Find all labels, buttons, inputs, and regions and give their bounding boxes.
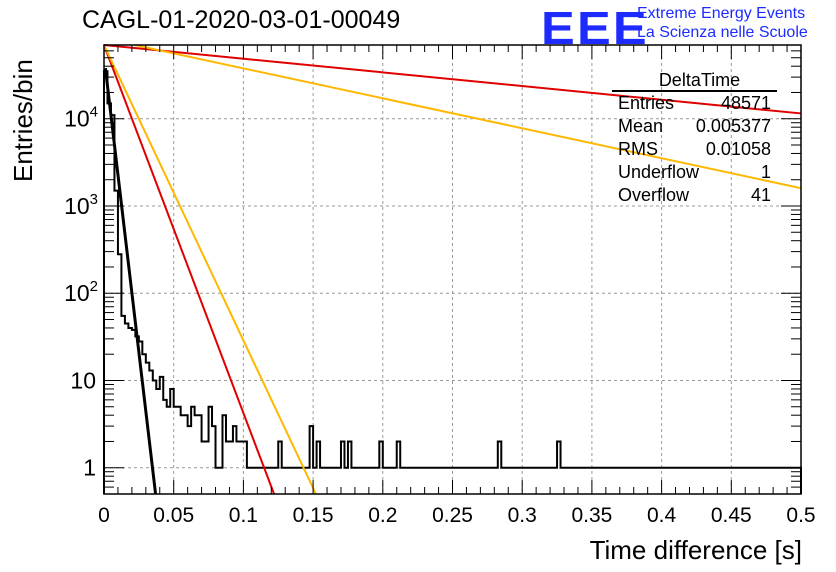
histogram-outline [103,70,802,494]
stats-label: Underflow [618,162,700,182]
stats-value: 0.01058 [705,139,771,159]
y-tick-label: 103 [64,191,98,219]
tick-labels-layer: 0 0.05 0.1 0.15 0.2 0.25 0.3 0.35 0.4 0.45 0.5 1 10 1… [64,104,816,527]
stats-row-rms: RMS 0.01058 [612,138,777,161]
logo-line-1: Extreme Energy Events [637,5,806,22]
stats-row-underflow: Underflow 1 [612,161,777,184]
stats-box-name: DeltaTime [612,70,777,92]
stats-label: Overflow [618,185,690,205]
y-tick-label: 1 [83,455,96,481]
plot-frame [103,44,802,495]
chart-title: CAGL-01-2020-03-01-00049 [82,6,401,34]
stats-value: 48571 [720,93,771,113]
fit-line [134,44,802,190]
stats-label: Mean [618,116,664,136]
y-tick-label: 104 [64,104,98,132]
stats-value: 1 [760,162,771,182]
stats-row-entries: Entries 48571 [612,92,777,115]
x-tick-label: 0.25 [432,504,473,527]
histogram-layer [103,70,802,494]
x-tick-label: 0.3 [508,504,537,527]
fit-line [103,44,317,495]
fit-lines-layer [103,44,802,495]
stats-label: RMS [618,139,658,159]
x-tick-label: 0.4 [647,504,677,527]
x-tick-label: 0.45 [711,504,752,527]
stats-value: 0.005377 [695,116,771,136]
x-tick-label: 0.15 [293,504,334,527]
stats-label: Entries [618,93,675,113]
fit-line [103,67,158,495]
x-tick-label: 0.2 [368,504,397,527]
stats-box: DeltaTime Entries 48571 Mean 0.005377 RM… [612,70,777,207]
logo-line-2: La Scienza nelle Scuole [637,24,808,41]
fit-line [103,44,276,495]
y-tick-label: 102 [64,278,98,306]
fit-line [103,44,802,115]
y-axis-label: Entries/bin [8,59,38,182]
x-tick-label: 0 [98,504,110,527]
plot-frame-layer [103,44,802,495]
x-tick-label: 0.5 [786,504,815,527]
stats-row-overflow: Overflow 41 [612,184,777,207]
x-tick-label: 0.05 [153,504,194,527]
x-axis-label: Time difference [s] [589,535,802,565]
x-tick-label: 0.35 [571,504,612,527]
x-tick-label: 0.1 [229,504,258,527]
stats-row-mean: Mean 0.005377 [612,115,777,138]
stats-value: 41 [750,185,771,205]
eee-logo: EEE [541,2,649,54]
y-tick-label: 10 [70,367,96,393]
